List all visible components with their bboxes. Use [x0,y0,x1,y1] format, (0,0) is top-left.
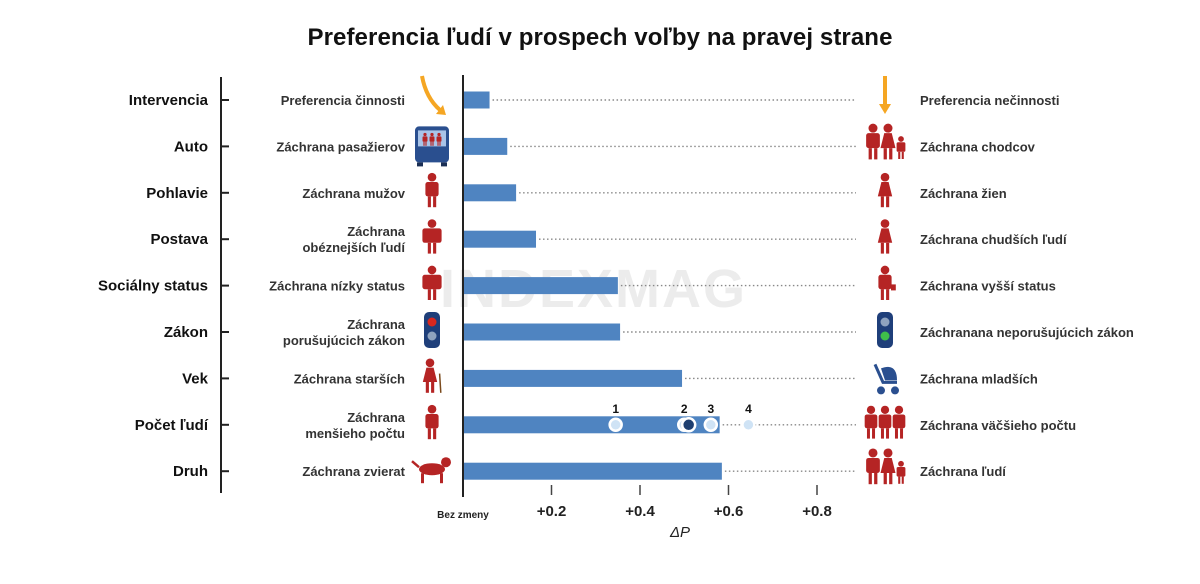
right-label: Záchrana mladších [920,371,1038,386]
category-label: Pohlavie [146,185,208,202]
count-marker-label: 3 [707,402,714,416]
count-marker-label: 4 [745,402,752,416]
left-label: Záchrana obéznejších ľudí [302,224,405,255]
single-person-icon [425,404,439,440]
obese-person-icon [422,219,442,254]
bar [464,184,517,202]
left-label: Záchrana pasažierov [276,139,405,154]
thin-person-icon [877,219,893,254]
bar [464,369,683,387]
red-traffic-light-icon [424,312,440,348]
left-label: Záchrana nízky status [269,279,405,294]
bar [464,462,722,480]
high-status-person-icon [878,265,896,300]
count-marker-label: 1 [612,402,619,416]
right-label: Záchrana žien [920,186,1007,201]
category-label: Intervencia [129,92,209,109]
right-label: Záchrana väčšieho počtu [920,418,1076,433]
people-group-icon [866,448,906,485]
count-marker-highlight [680,417,697,433]
category-label: Počet ľudí [135,417,209,434]
left-label: Záchrana porušujúcich zákon [283,317,406,348]
left-label: Záchrana starších [294,371,405,386]
inaction-arrow-icon [879,76,891,114]
stroller-icon [873,363,899,395]
dog-icon [411,457,451,484]
category-label: Postava [150,231,208,248]
green-traffic-light-icon [877,312,893,348]
category-label: Vek [182,370,209,387]
pedestrians-group-icon [866,123,906,160]
category-label: Auto [174,138,208,155]
category-label: Druh [173,463,208,480]
bar [464,416,720,434]
man-icon [425,172,439,208]
action-arrow-icon [420,75,446,115]
x-tick-label: +0.6 [714,503,744,520]
left-label: Záchrana mužov [302,186,405,201]
bus-icon [415,126,449,167]
category-label: Zákon [164,324,208,341]
bar [464,91,490,109]
left-label: Záchrana menšieho počtu [305,410,405,441]
bar [464,230,537,248]
bar [464,137,508,155]
right-label: Záchrana chudších ľudí [920,232,1067,247]
x-tick-label: +0.8 [802,503,832,520]
left-label: Záchrana zvierat [302,464,405,479]
right-label: Záchrana vyšší status [920,279,1056,294]
right-label: Záchrana ľudí [920,464,1006,479]
elderly-person-icon [422,358,442,393]
x-axis-origin-label: Bez zmeny [437,510,489,521]
count-marker-label: 2 [681,402,688,416]
bar [464,323,621,341]
chart-title: Preferencia ľudí v prospech voľby na pra… [307,24,893,51]
count-marker-dot [608,417,623,433]
right-label: Preferencia nečinnosti [920,93,1059,108]
x-tick-label: +0.2 [537,503,567,520]
count-marker-dot [703,417,719,433]
bar [464,277,618,295]
three-persons-icon [864,405,906,439]
right-label: Záchrana chodcov [920,139,1036,154]
right-label: Záchranana neporušujúcich zákon [920,325,1134,340]
x-tick-label: +0.4 [625,503,655,520]
x-axis-label: ΔP [669,524,690,541]
category-label: Sociálny status [98,278,208,295]
left-label: Preferencia činnosti [281,93,405,108]
woman-icon [877,172,893,208]
low-status-person-icon [422,265,442,300]
count-marker-dot [741,417,756,433]
